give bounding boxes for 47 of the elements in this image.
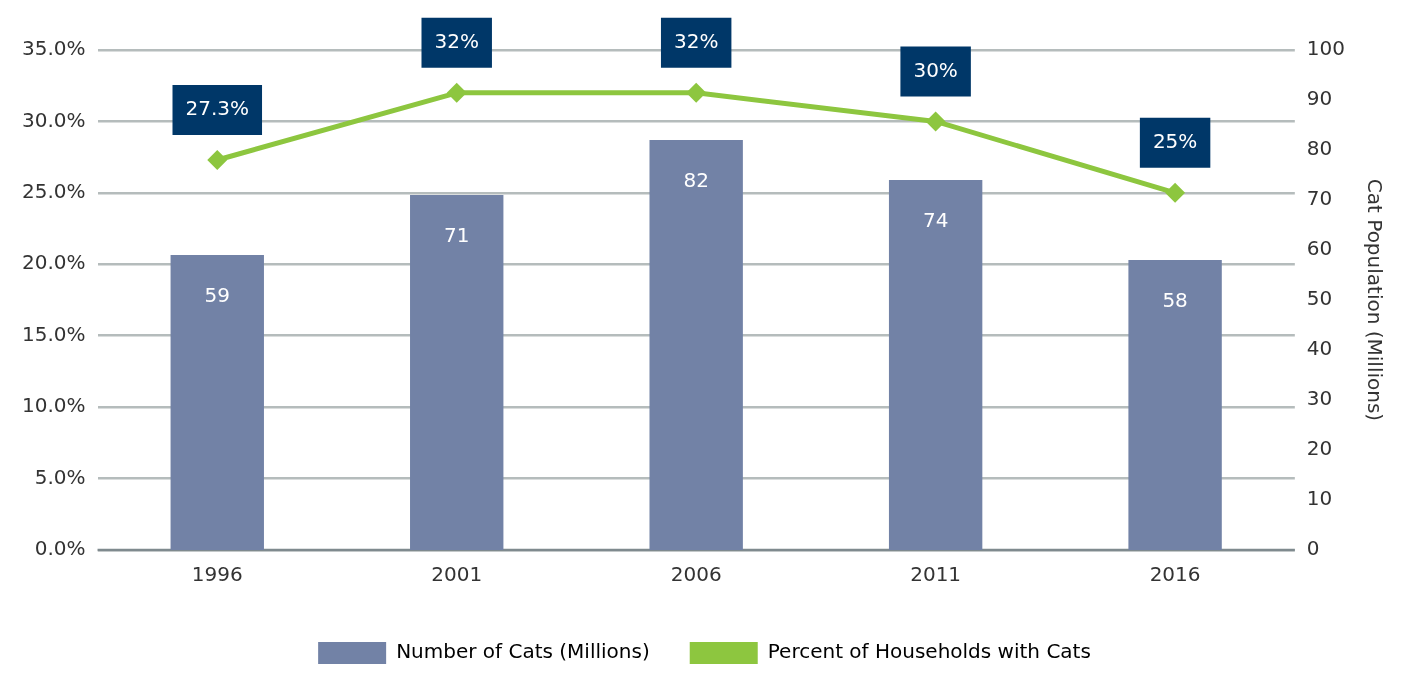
- x-tick-label: 2011: [910, 562, 962, 587]
- legend-label: Percent of Households with Cats: [767, 639, 1091, 664]
- y2-tick-label: 30: [1306, 386, 1333, 411]
- y2-tick-label: 10: [1306, 486, 1333, 511]
- data-label: 74: [922, 208, 949, 233]
- y-tick-label: 35.0%: [21, 36, 86, 61]
- y-tick-label: 15.0%: [21, 321, 86, 346]
- data-label: 25%: [1152, 129, 1198, 154]
- y-tick-label: 25.0%: [21, 179, 86, 204]
- bar: [649, 140, 743, 550]
- x-tick-label: 2001: [431, 562, 483, 587]
- y2-tick-label: 50: [1306, 286, 1333, 311]
- point: [207, 150, 228, 170]
- data-label: 32%: [673, 29, 719, 54]
- y2-axis-title: Cat Population (Millions): [1362, 178, 1387, 422]
- y2-tick-label: 80: [1306, 136, 1333, 161]
- data-label: 59: [204, 283, 230, 308]
- y-tick-label: 20.0%: [21, 250, 86, 275]
- x-tick-label: 2006: [670, 562, 722, 587]
- data-label: 82: [683, 168, 709, 193]
- point: [686, 82, 707, 103]
- y-tick-label: 10.0%: [21, 393, 86, 418]
- y2-tick-label: 70: [1306, 186, 1333, 211]
- y-tick-label: 30.0%: [21, 107, 86, 132]
- data-label: 71: [444, 223, 470, 248]
- y-tick-label: 5.0%: [34, 464, 86, 489]
- y2-tick-label: 20: [1306, 436, 1333, 461]
- y-tick-label: 0.0%: [34, 536, 86, 561]
- data-label: 32%: [434, 29, 479, 54]
- data-label: 58: [1162, 288, 1188, 313]
- bar: [888, 180, 983, 550]
- x-tick-label: 1996: [191, 562, 243, 587]
- y2-tick-label: 100: [1306, 36, 1346, 61]
- bar: [410, 195, 504, 550]
- point: [446, 82, 467, 103]
- legend-label: Number of Cats (Millions): [396, 639, 650, 664]
- data-label: 27.3%: [185, 96, 250, 121]
- y2-tick-label: 0: [1306, 536, 1320, 561]
- point: [1165, 182, 1186, 203]
- y2-tick-label: 90: [1306, 86, 1333, 111]
- y2-tick-label: 60: [1306, 236, 1333, 261]
- data-label: 30%: [913, 57, 958, 82]
- bar: [170, 255, 264, 550]
- point: [925, 111, 946, 132]
- x-tick-label: 2016: [1149, 562, 1201, 587]
- y2-tick-label: 40: [1306, 336, 1333, 361]
- bar: [1128, 260, 1222, 550]
